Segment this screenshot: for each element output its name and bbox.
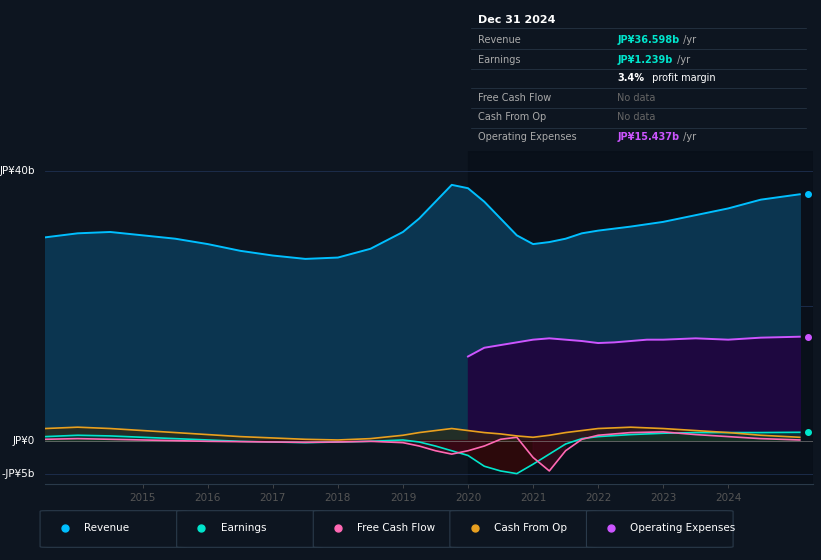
Text: Cash From Op: Cash From Op (494, 523, 566, 533)
Text: /yr: /yr (680, 132, 696, 142)
FancyBboxPatch shape (450, 511, 597, 547)
Text: Operating Expenses: Operating Expenses (478, 132, 576, 142)
Text: Earnings: Earnings (221, 523, 266, 533)
Text: -JP¥5b: -JP¥5b (2, 469, 35, 479)
Text: /yr: /yr (680, 35, 696, 45)
Text: No data: No data (617, 93, 656, 102)
Text: JP¥0: JP¥0 (13, 436, 35, 446)
Text: /yr: /yr (674, 55, 690, 66)
Text: Revenue: Revenue (478, 35, 521, 45)
FancyBboxPatch shape (586, 511, 733, 547)
Text: JP¥15.437b: JP¥15.437b (617, 132, 680, 142)
Text: profit margin: profit margin (649, 73, 715, 83)
Text: Cash From Op: Cash From Op (478, 113, 546, 123)
Text: 3.4%: 3.4% (617, 73, 644, 83)
Text: JP¥40b: JP¥40b (0, 166, 35, 176)
Text: Dec 31 2024: Dec 31 2024 (478, 15, 555, 25)
Text: Free Cash Flow: Free Cash Flow (478, 93, 551, 102)
Text: Earnings: Earnings (478, 55, 521, 66)
Text: JP¥36.598b: JP¥36.598b (617, 35, 680, 45)
Text: Revenue: Revenue (84, 523, 129, 533)
Bar (468, 151, 813, 484)
FancyBboxPatch shape (314, 511, 460, 547)
Text: Operating Expenses: Operating Expenses (631, 523, 736, 533)
FancyBboxPatch shape (40, 511, 186, 547)
FancyBboxPatch shape (177, 511, 323, 547)
Text: No data: No data (617, 113, 656, 123)
Text: Free Cash Flow: Free Cash Flow (357, 523, 435, 533)
Text: JP¥1.239b: JP¥1.239b (617, 55, 672, 66)
